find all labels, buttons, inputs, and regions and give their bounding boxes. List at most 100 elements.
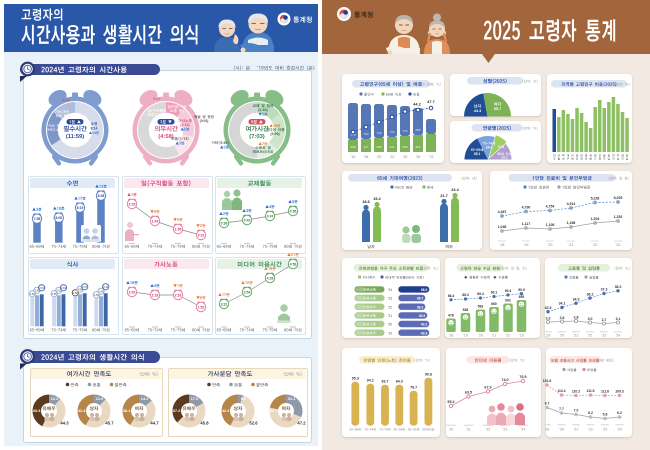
svg-text:1,117: 1,117 bbox=[522, 222, 531, 226]
svg-text:8:38: 8:38 bbox=[98, 194, 105, 198]
svg-text:'19: '19 bbox=[546, 334, 551, 338]
svg-text:86.4: 86.4 bbox=[448, 294, 455, 298]
svg-text:2:04: 2:04 bbox=[61, 287, 66, 290]
svg-text:8:19: 8:19 bbox=[77, 206, 84, 210]
svg-text:6.2: 6.2 bbox=[588, 411, 593, 415]
svg-text:'22: '22 bbox=[588, 428, 593, 432]
svg-text:368: 368 bbox=[350, 145, 355, 149]
svg-text:5.0: 5.0 bbox=[241, 396, 247, 401]
svg-text:528: 528 bbox=[463, 308, 469, 312]
svg-text:37.2: 37.2 bbox=[173, 408, 182, 413]
svg-text:'72: '72 bbox=[429, 155, 434, 159]
svg-text:9.7: 9.7 bbox=[545, 401, 550, 405]
svg-text:'22: '22 bbox=[588, 334, 593, 338]
svg-text:'23: '23 bbox=[616, 243, 621, 247]
svg-text:478: 478 bbox=[448, 314, 454, 318]
svg-text:113.2: 113.2 bbox=[557, 389, 565, 393]
svg-text:2:01: 2:01 bbox=[39, 287, 44, 290]
svg-text:'24: '24 bbox=[388, 288, 392, 292]
svg-text:'21: '21 bbox=[388, 314, 392, 318]
svg-text:'20: '20 bbox=[377, 155, 382, 159]
svg-text:63.5: 63.5 bbox=[465, 390, 472, 394]
svg-text:5,228: 5,228 bbox=[591, 196, 600, 200]
svg-text:21.7: 21.7 bbox=[440, 194, 447, 198]
svg-text:4,487: 4,487 bbox=[498, 210, 507, 214]
svg-text:'23: '23 bbox=[388, 297, 392, 301]
svg-text:0:55: 0:55 bbox=[290, 209, 297, 213]
svg-text:42.4: 42.4 bbox=[222, 408, 231, 413]
svg-text:18.6: 18.6 bbox=[362, 200, 369, 204]
svg-text:'22: '22 bbox=[486, 428, 491, 432]
svg-text:(1:16): (1:16) bbox=[258, 108, 267, 112]
svg-text:'23: '23 bbox=[519, 334, 524, 338]
svg-text:45.8: 45.8 bbox=[200, 421, 209, 426]
svg-text:4,914: 4,914 bbox=[567, 202, 576, 206]
svg-text:14.2: 14.2 bbox=[141, 396, 150, 401]
svg-text:2:04: 2:04 bbox=[78, 289, 83, 292]
svg-text:90.8: 90.8 bbox=[425, 373, 432, 377]
svg-text:'22: '22 bbox=[390, 155, 395, 159]
svg-text:38.2: 38.2 bbox=[615, 285, 622, 289]
svg-text:41.4: 41.4 bbox=[78, 408, 87, 413]
svg-text:0:27: 0:27 bbox=[153, 97, 160, 101]
svg-text:2:16: 2:16 bbox=[152, 293, 159, 297]
svg-text:'20: '20 bbox=[478, 334, 483, 338]
svg-text:24.3: 24.3 bbox=[486, 146, 493, 150]
svg-text:665: 665 bbox=[415, 145, 420, 149]
svg-text:90.1: 90.1 bbox=[491, 291, 498, 295]
svg-text:'15: '15 bbox=[351, 155, 356, 159]
svg-text:111.5: 111.5 bbox=[586, 389, 594, 393]
svg-text:67.0: 67.0 bbox=[484, 385, 491, 389]
svg-text:35.1: 35.1 bbox=[474, 152, 481, 156]
svg-text:'18: '18 bbox=[500, 243, 505, 247]
svg-text:1:52: 1:52 bbox=[198, 305, 205, 309]
svg-text:111.6: 111.6 bbox=[601, 389, 609, 393]
svg-text:'20: '20 bbox=[559, 428, 564, 432]
svg-text:90.4: 90.4 bbox=[505, 289, 512, 293]
svg-text:605: 605 bbox=[402, 145, 407, 149]
svg-text:3.2: 3.2 bbox=[546, 316, 551, 320]
svg-text:7.0: 7.0 bbox=[574, 408, 579, 412]
svg-text:763: 763 bbox=[363, 132, 368, 136]
svg-text:712: 712 bbox=[402, 129, 407, 133]
svg-text:'22: '22 bbox=[506, 334, 511, 338]
svg-text:1:52: 1:52 bbox=[30, 293, 35, 296]
svg-text:34.9: 34.9 bbox=[573, 297, 580, 301]
svg-text:485: 485 bbox=[376, 145, 381, 149]
svg-text:19.2: 19.2 bbox=[373, 197, 380, 201]
svg-text:43.3: 43.3 bbox=[421, 331, 428, 335]
svg-text:17.0: 17.0 bbox=[191, 396, 200, 401]
svg-text:36.2: 36.2 bbox=[587, 292, 594, 296]
svg-text:'21: '21 bbox=[574, 334, 579, 338]
svg-text:'20: '20 bbox=[548, 243, 553, 247]
svg-text:83.7: 83.7 bbox=[382, 380, 389, 384]
svg-text:2.8: 2.8 bbox=[574, 315, 579, 319]
svg-text:'30: '30 bbox=[416, 155, 421, 159]
svg-text:541: 541 bbox=[389, 145, 394, 149]
svg-text:151.6: 151.6 bbox=[543, 379, 552, 383]
svg-text:'21: '21 bbox=[466, 428, 471, 432]
svg-text:23.2: 23.2 bbox=[501, 156, 507, 160]
svg-text:0:42: 0:42 bbox=[244, 218, 251, 222]
svg-text:17.4: 17.4 bbox=[498, 145, 504, 149]
svg-text:692: 692 bbox=[505, 299, 511, 303]
svg-text:2:25: 2:25 bbox=[129, 202, 136, 206]
svg-text:2:16: 2:16 bbox=[175, 293, 182, 297]
svg-text:'24: '24 bbox=[617, 428, 622, 432]
svg-text:'20: '20 bbox=[449, 428, 454, 432]
svg-text:1,048: 1,048 bbox=[498, 225, 507, 229]
svg-text:3.1: 3.1 bbox=[616, 317, 621, 321]
svg-text:21.7: 21.7 bbox=[270, 408, 279, 413]
svg-text:695: 695 bbox=[519, 295, 525, 299]
svg-text:3.0: 3.0 bbox=[588, 317, 593, 321]
svg-text:1:05: 1:05 bbox=[175, 227, 182, 231]
svg-text:'25: '25 bbox=[403, 155, 408, 159]
svg-text:2.7: 2.7 bbox=[602, 318, 607, 322]
svg-text:'21: '21 bbox=[569, 243, 574, 247]
svg-text:38.7: 38.7 bbox=[417, 297, 424, 301]
svg-text:45.7: 45.7 bbox=[105, 421, 114, 426]
svg-text:44.3: 44.3 bbox=[474, 109, 481, 113]
svg-text:'18: '18 bbox=[449, 334, 454, 338]
svg-text:12.6: 12.6 bbox=[96, 396, 105, 401]
svg-text:38.1: 38.1 bbox=[123, 408, 132, 413]
